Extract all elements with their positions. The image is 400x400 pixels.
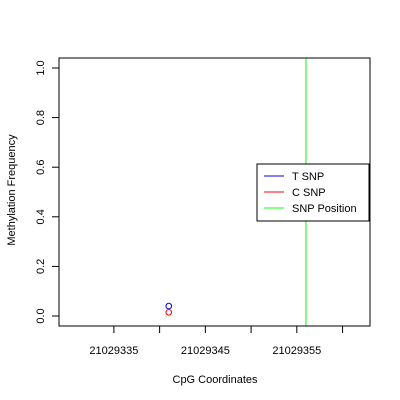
axes: 21029335 21029345 21029355 0.0 0.2 0.4 0.6 0.8 1… (35, 57, 371, 357)
y-tick-label: 0.2 (35, 259, 47, 274)
y-tick-label: 0.4 (35, 209, 47, 224)
c-snp-point (165, 308, 173, 316)
y-tick-label: 0.6 (35, 160, 47, 175)
y-axis-label: Methylation Frequency (6, 134, 18, 246)
legend-label: C SNP (292, 187, 326, 199)
x-tick-label: 21029335 (89, 345, 138, 357)
legend-label: SNP Position (292, 203, 357, 215)
t-snp-point (165, 302, 173, 310)
x-axis-label: CpG Coordinates (173, 374, 258, 386)
legend: T SNP C SNP SNP Position (256, 163, 370, 222)
legend-label: T SNP (292, 171, 324, 183)
y-tick-label: 0.8 (35, 110, 47, 125)
y-tick-label: 0.0 (35, 308, 47, 323)
y-tick-label: 1.0 (35, 60, 47, 75)
x-tick-label: 21029345 (181, 345, 230, 357)
x-tick-label: 21029355 (272, 345, 321, 357)
